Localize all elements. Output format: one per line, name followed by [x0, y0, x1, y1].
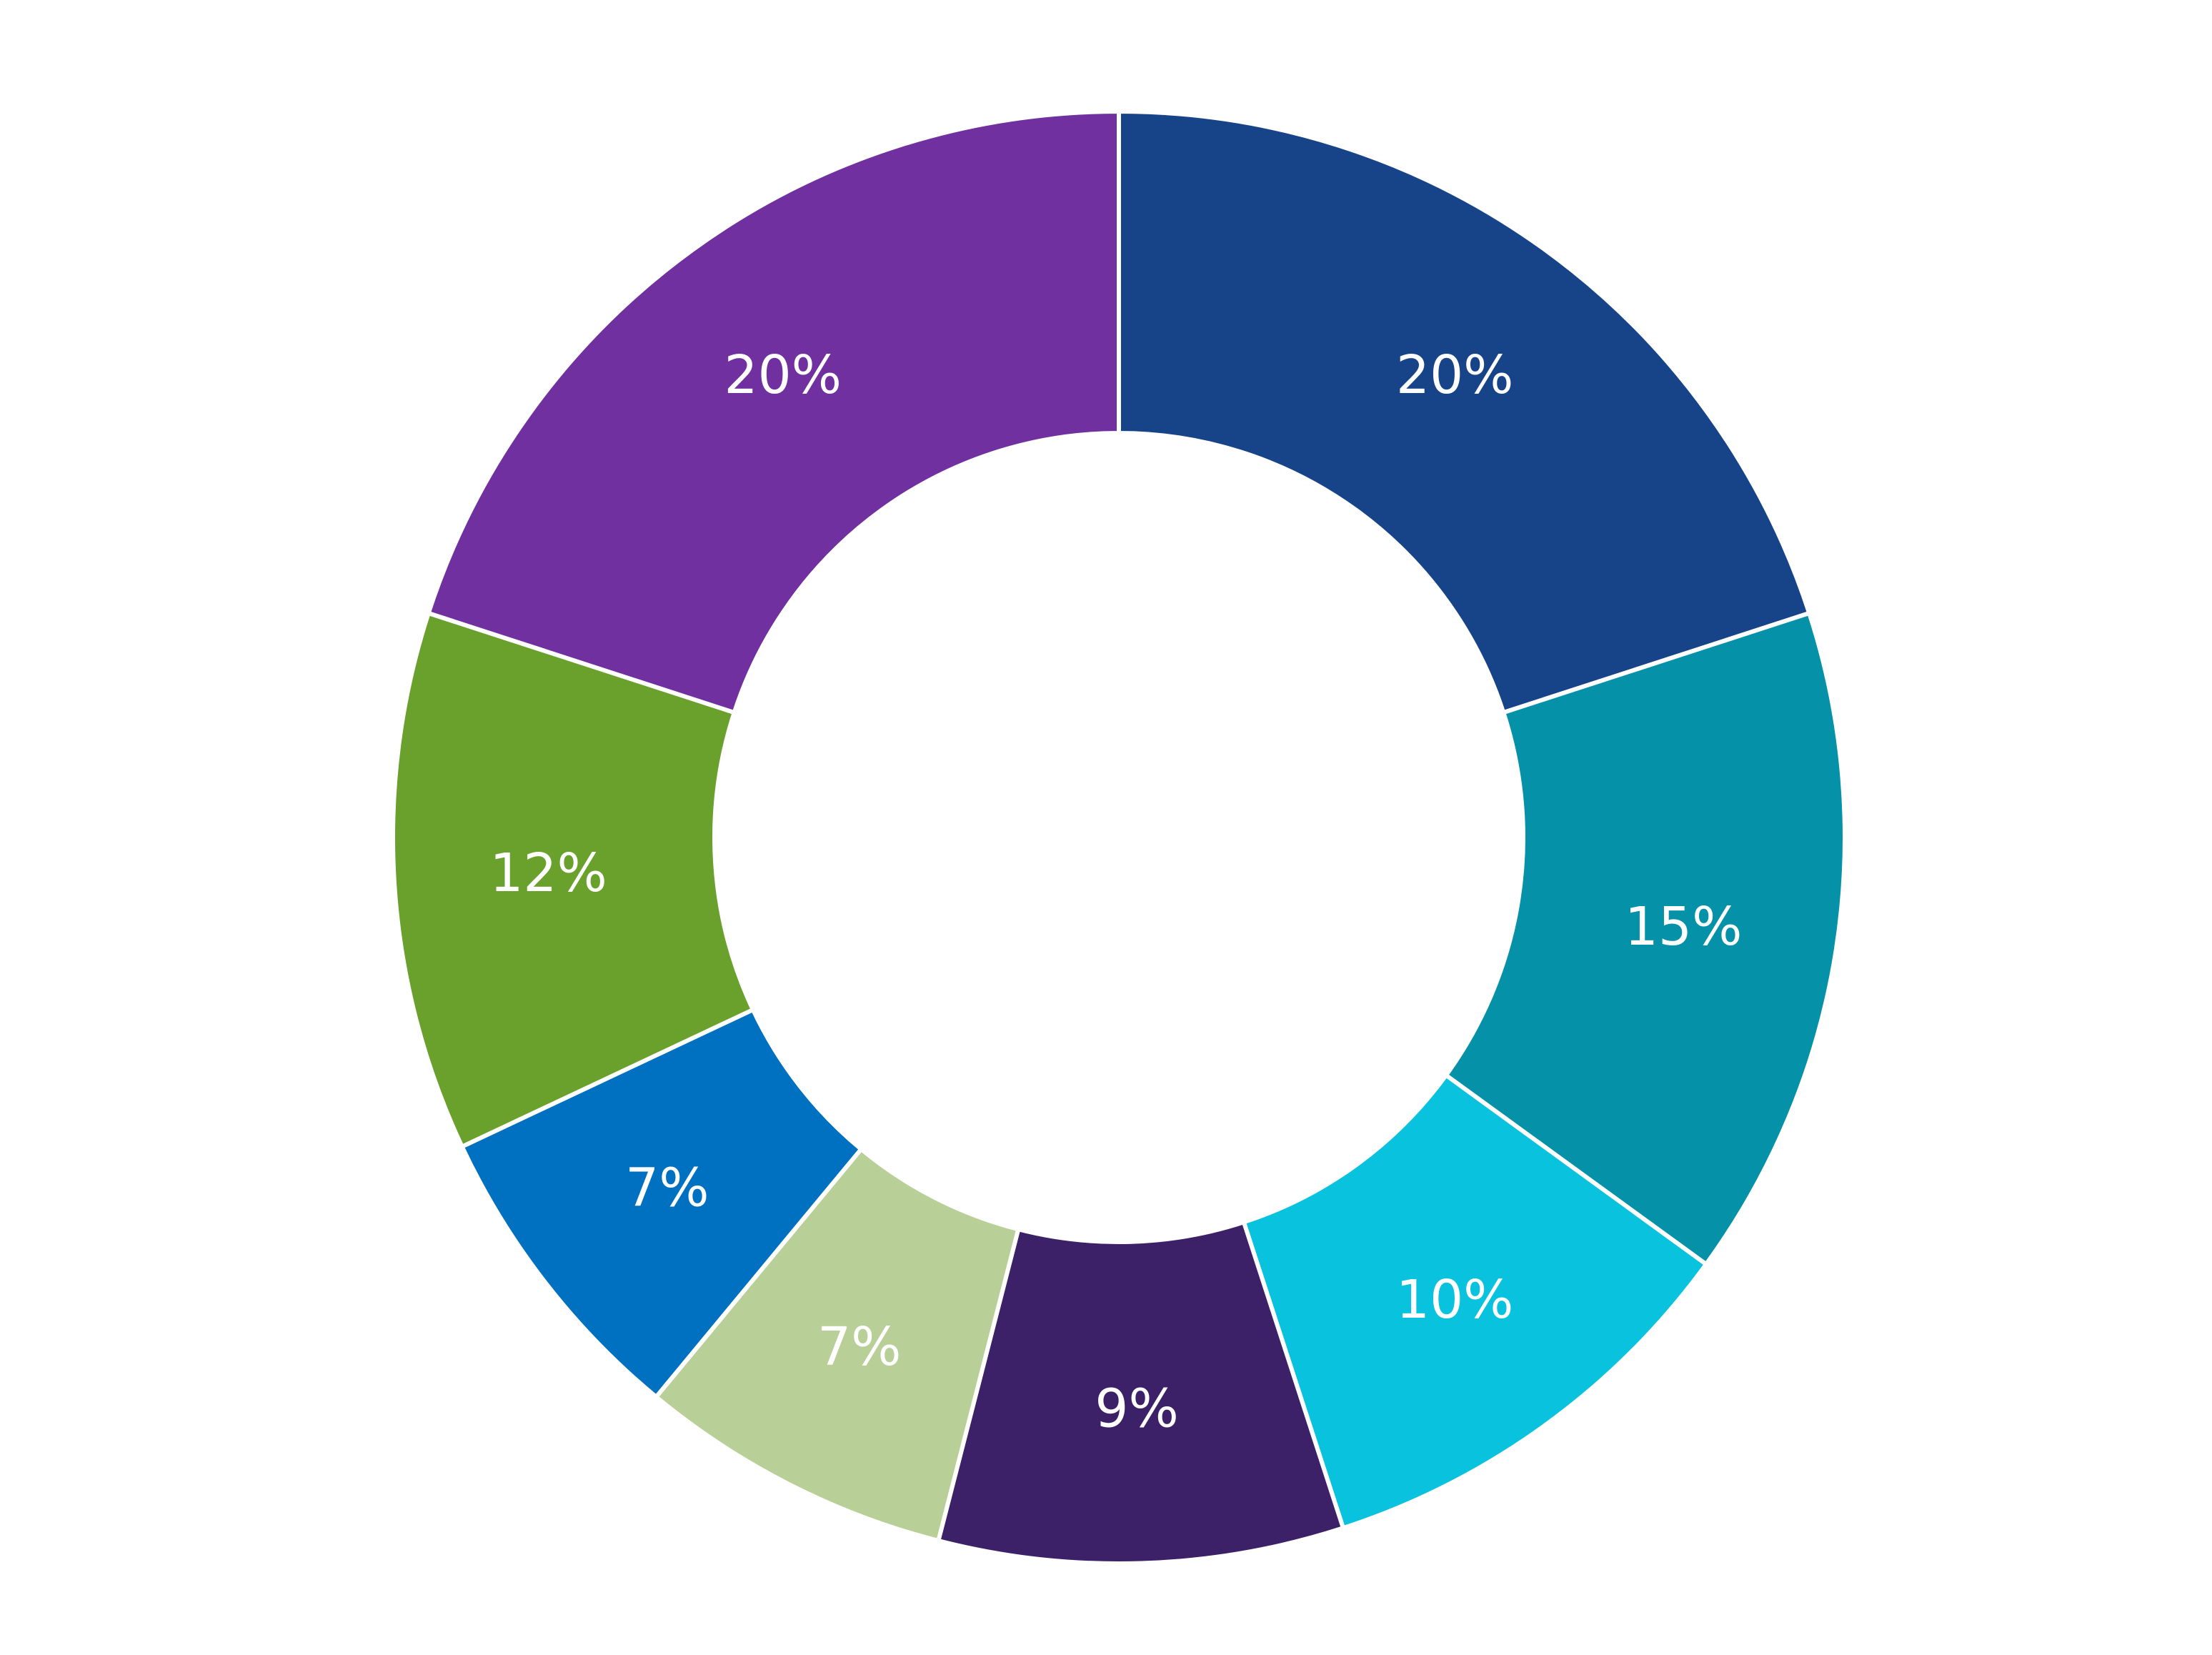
donut-slice-1 — [1117, 109, 1813, 715]
slice-label-8: 20% — [724, 344, 842, 406]
donut-slice-7 — [391, 610, 756, 1150]
donut-slice-3 — [1241, 1072, 1710, 1531]
donut-slice-8 — [425, 109, 1121, 715]
slice-label-2: 15% — [1625, 896, 1742, 958]
donut-labels: 20% 15% 10% 9% 7% 7% 12% 20% — [489, 344, 1742, 1440]
slice-label-4: 9% — [1095, 1378, 1178, 1440]
slice-label-6: 7% — [625, 1157, 709, 1218]
slice-label-3: 10% — [1396, 1269, 1513, 1331]
slice-label-5: 7% — [817, 1316, 901, 1378]
donut-slices — [391, 109, 1847, 1566]
donut-slice-4 — [935, 1219, 1346, 1566]
donut-slice-2 — [1443, 610, 1847, 1268]
slice-label-1: 20% — [1396, 344, 1513, 406]
slice-label-7: 12% — [489, 843, 607, 904]
